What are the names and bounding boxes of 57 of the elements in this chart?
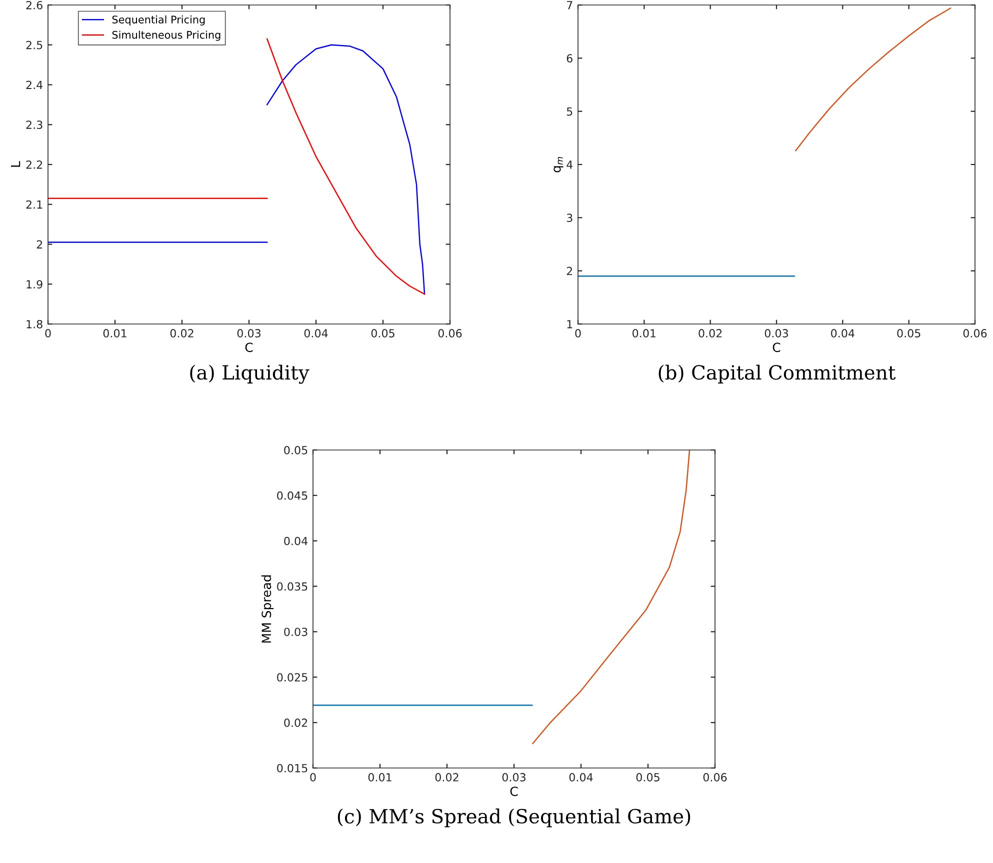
x-tick-label: 0 [575,329,581,338]
y-tick-label: 2.4 [26,80,43,89]
line-series [795,8,952,152]
x-tick-label: 0.03 [237,329,260,338]
x-tick-label: 0.06 [963,329,987,338]
y-tick-label: 1.8 [26,320,42,328]
x-tick-label: 0.01 [103,329,126,338]
x-tick-label: 0.01 [632,329,656,338]
x-tick-label: 0.04 [304,329,328,338]
y-tick-label: 2 [566,266,572,276]
x-tick-label: 0.02 [435,773,458,782]
x-tick-label: 0.06 [703,773,727,782]
x-tick-label: 0 [45,329,51,338]
x-tick-label: 0.01 [368,773,392,782]
x-tick-label: 0.05 [371,329,394,338]
y-tick-label: 2.3 [26,120,42,130]
y-tick-label: 1 [567,320,572,328]
x-tick-label: 0 [310,773,316,782]
y-tick-label: 0.04 [284,536,308,546]
y-tick-label: 0.045 [277,491,308,500]
y-tick-label: 7 [566,1,572,10]
x-tick-label: 0.03 [502,773,526,782]
y-tick-label: 2.6 [26,0,42,10]
y-tick-label: 5 [566,107,572,116]
x-axis-title: C [245,342,253,352]
x-axis-title: C [772,342,780,352]
y-tick-label: 0.03 [284,628,308,636]
y-axis-title: L [10,161,20,167]
y-tick-label: 1.9 [26,280,42,289]
y-tick-label: 2.1 [26,200,42,209]
y-tick-label: 4 [566,160,573,169]
y-tick-label: 6 [566,54,572,63]
x-tick-label: 0.05 [897,329,920,338]
x-axis-title: C [510,786,518,796]
y-axis-title: MM Spread [261,575,274,643]
y-axis-title: q$_{m}$ [554,157,564,172]
y-tick-label: 2 [36,240,42,248]
x-tick-label: 0.06 [438,329,462,338]
text: (a) Liquidity [190,364,310,384]
x-tick-label: 0.03 [764,329,788,338]
y-tick-label: 0.035 [277,582,308,591]
y-tick-label: 0.015 [277,764,308,772]
y-tick-label: 3 [566,214,572,222]
y-tick-label: 0.02 [284,718,308,727]
y-tick-label: 0.025 [277,673,308,682]
y-tick-label: 0.05 [284,446,308,454]
x-tick-label: 0.05 [636,773,660,782]
y-tick-label: 2.2 [26,160,42,169]
x-tick-label: 0.04 [831,329,854,338]
x-tick-label: 0.02 [170,329,194,338]
text: (c) MM’s Spread (Sequential Game) [338,808,690,828]
text: (b) Capital Commitment [658,364,896,384]
legend-label: Simulteneous Pricing [112,30,220,41]
legend-label: Sequential Pricing [112,15,205,26]
x-tick-label: 0.02 [698,329,722,338]
line-series [532,450,690,744]
y-tick-label: 2.5 [26,40,42,50]
